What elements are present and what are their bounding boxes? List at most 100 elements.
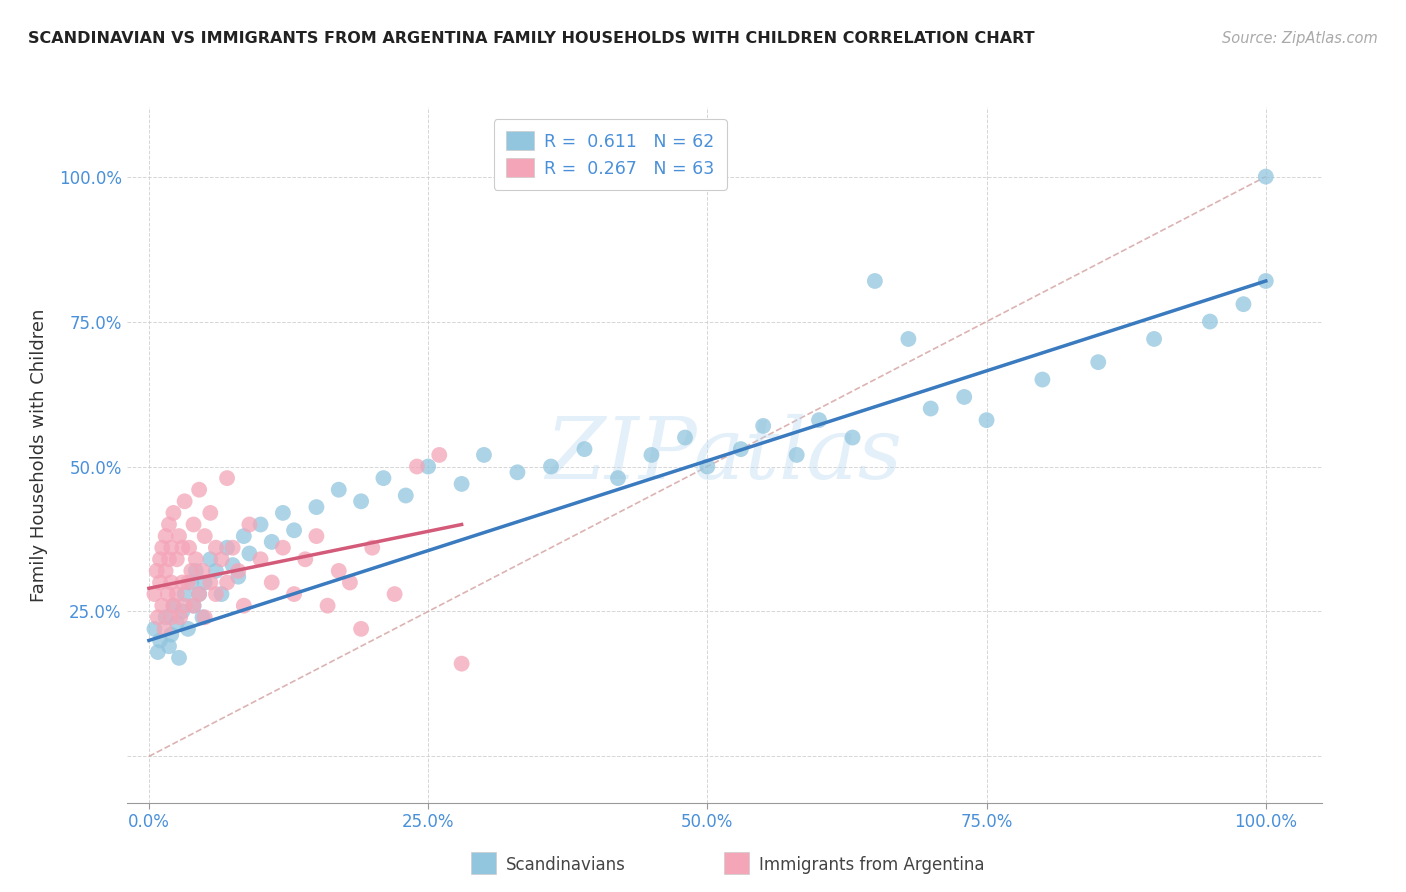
Point: [1254, 274, 1277, 288]
Point: [249, 552, 271, 566]
Text: Scandinavians: Scandinavians: [506, 856, 626, 874]
Point: [640, 448, 662, 462]
Point: [238, 517, 260, 532]
Point: [920, 401, 942, 416]
Point: [200, 506, 222, 520]
Point: [395, 489, 418, 503]
Point: [976, 413, 998, 427]
Point: [150, 599, 173, 613]
Point: [167, 529, 190, 543]
Point: [607, 471, 630, 485]
Point: [283, 587, 305, 601]
Point: [183, 599, 205, 613]
Point: [177, 575, 200, 590]
Point: [786, 448, 808, 462]
Point: [1254, 169, 1277, 184]
Point: [305, 500, 328, 514]
Point: [173, 587, 195, 601]
Point: [194, 529, 217, 543]
Point: [328, 483, 350, 497]
Point: [350, 622, 373, 636]
Point: [416, 459, 439, 474]
Point: [166, 552, 188, 566]
Point: [373, 471, 395, 485]
Point: [384, 587, 406, 601]
Point: [166, 587, 188, 601]
Point: [211, 587, 233, 601]
Point: [167, 651, 190, 665]
Point: [143, 587, 166, 601]
Point: [172, 575, 194, 590]
Point: [205, 587, 228, 601]
Point: [188, 483, 211, 497]
Point: [169, 610, 191, 624]
Point: [173, 599, 195, 613]
Point: [205, 564, 228, 578]
Point: [157, 639, 180, 653]
Point: [172, 541, 194, 555]
Point: [221, 541, 243, 555]
Point: [150, 541, 173, 555]
Point: [172, 605, 194, 619]
Legend: R =  0.611   N = 62, R =  0.267   N = 63: R = 0.611 N = 62, R = 0.267 N = 63: [494, 120, 727, 190]
Point: [249, 517, 271, 532]
Point: [149, 552, 172, 566]
Point: [215, 471, 238, 485]
Point: [271, 541, 294, 555]
Text: SCANDINAVIAN VS IMMIGRANTS FROM ARGENTINA FAMILY HOUSEHOLDS WITH CHILDREN CORREL: SCANDINAVIAN VS IMMIGRANTS FROM ARGENTIN…: [28, 31, 1035, 46]
Point: [953, 390, 976, 404]
Point: [160, 610, 183, 624]
Point: [294, 552, 316, 566]
Point: [316, 599, 339, 613]
Point: [215, 575, 238, 590]
Point: [191, 564, 214, 578]
Point: [1143, 332, 1166, 346]
Point: [180, 575, 202, 590]
Point: [1232, 297, 1254, 311]
Point: [472, 448, 495, 462]
Point: [305, 529, 328, 543]
Point: [450, 476, 472, 491]
Point: [215, 541, 238, 555]
Point: [155, 529, 177, 543]
Y-axis label: Family Households with Children: Family Households with Children: [30, 309, 48, 601]
Point: [427, 448, 450, 462]
Point: [406, 459, 429, 474]
Point: [730, 442, 752, 456]
Point: [1031, 373, 1053, 387]
Point: [177, 541, 200, 555]
Point: [146, 610, 169, 624]
Point: [1199, 315, 1222, 329]
Point: [145, 564, 167, 578]
Point: [752, 419, 775, 434]
Point: [673, 430, 696, 444]
Point: [162, 506, 184, 520]
Point: [841, 430, 863, 444]
Point: [200, 575, 222, 590]
Point: [271, 506, 294, 520]
Point: [897, 332, 920, 346]
Point: [863, 274, 886, 288]
Point: [153, 622, 176, 636]
Point: [157, 552, 180, 566]
Point: [188, 587, 211, 601]
Point: [160, 628, 183, 642]
Point: [157, 517, 180, 532]
Point: [177, 622, 200, 636]
Point: [162, 599, 184, 613]
Text: Immigrants from Argentina: Immigrants from Argentina: [759, 856, 984, 874]
Point: [146, 645, 169, 659]
Point: [194, 575, 217, 590]
Point: [156, 587, 179, 601]
Point: [574, 442, 596, 456]
Point: [361, 541, 384, 555]
Point: [184, 564, 207, 578]
Point: [226, 570, 249, 584]
Text: ZIPatlas: ZIPatlas: [546, 414, 903, 496]
Point: [180, 564, 202, 578]
Point: [226, 564, 249, 578]
Point: [166, 615, 188, 630]
Point: [205, 541, 228, 555]
Point: [232, 529, 254, 543]
Point: [450, 657, 472, 671]
